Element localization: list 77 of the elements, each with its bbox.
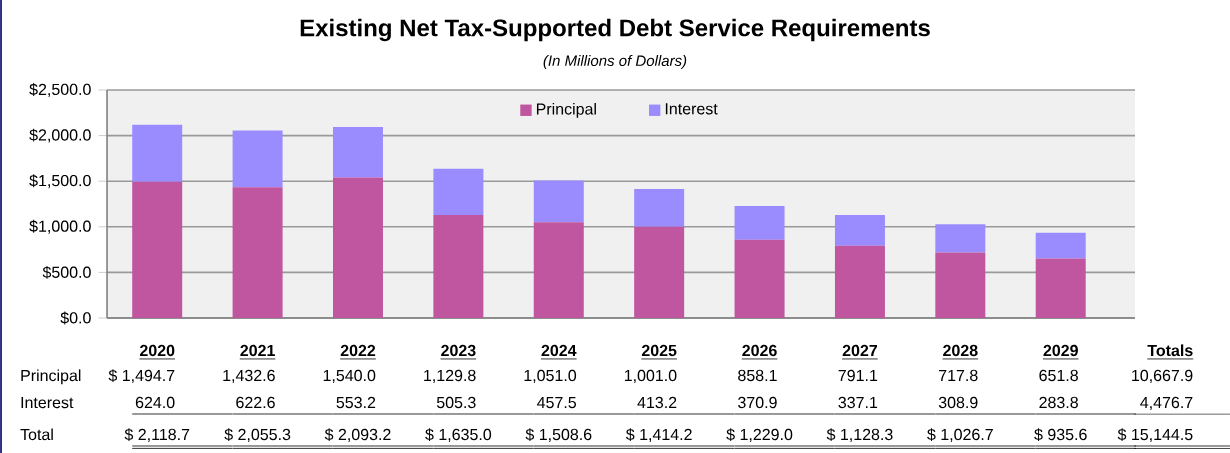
bar xyxy=(332,127,383,178)
data-label: 413.2 xyxy=(637,396,677,409)
x-tick-label: 2022 xyxy=(340,344,376,357)
data-label: 283.8 xyxy=(1039,396,1078,409)
data-label: 1,129.8 xyxy=(424,369,476,384)
bar xyxy=(834,215,885,246)
bar xyxy=(734,239,785,318)
data-label: 457.5 xyxy=(537,396,577,409)
y-tick-label: $2,500.0 xyxy=(29,83,91,97)
x-tick-label: 2027 xyxy=(842,344,878,357)
data-label: 1,432.6 xyxy=(223,369,275,384)
y-tick-label: $1,500.0 xyxy=(29,174,91,189)
bar xyxy=(132,124,183,182)
x-tick-label: 2026 xyxy=(742,344,777,357)
bar xyxy=(1035,258,1086,318)
text: $ 15,144.5 xyxy=(1117,428,1193,443)
data-label: 624.0 xyxy=(135,396,175,409)
x-tick-label: 2023 xyxy=(441,344,476,357)
bar xyxy=(935,224,986,253)
y-tick-label: $1,000.0 xyxy=(29,219,91,234)
text: $ 935.6 xyxy=(1034,428,1087,442)
bar xyxy=(634,189,685,227)
bar xyxy=(834,245,885,318)
text: Principal xyxy=(21,369,81,385)
data-label: 622.6 xyxy=(236,396,275,409)
chart-title: Existing Net Tax-Supported Debt Service Requirements xyxy=(300,18,930,42)
text: 4,476.7 xyxy=(1140,396,1193,411)
text: $ 2,118.7 xyxy=(124,428,190,443)
y-tick-label: $500.0 xyxy=(42,265,91,279)
bar xyxy=(232,130,283,188)
text: $ 2,055.3 xyxy=(224,428,291,443)
x-tick-label: 2021 xyxy=(240,344,275,357)
x-tick-label: 2029 xyxy=(1043,344,1078,357)
text: 10,667.9 xyxy=(1132,369,1193,384)
data-label: 337.1 xyxy=(838,396,878,409)
data-label: 651.8 xyxy=(1039,369,1078,382)
text: Total xyxy=(20,428,53,441)
data-label: 1,001.0 xyxy=(624,369,677,384)
data-label: $ 1,494.7 xyxy=(108,369,175,384)
bar xyxy=(1035,232,1086,259)
chart-subtitle: (In Millions of Dollars) xyxy=(543,55,687,69)
legend-label: Principal xyxy=(536,102,596,118)
data-label: 717.8 xyxy=(939,369,978,382)
bar xyxy=(533,222,584,318)
text: $ 1,414.2 xyxy=(625,428,692,443)
text: $ 1,026.7 xyxy=(927,428,993,443)
text: Interest xyxy=(21,396,74,409)
text: $ 2,093.2 xyxy=(324,428,391,443)
x-tick-label: 2028 xyxy=(943,344,978,357)
data-label: 1,051.0 xyxy=(524,369,577,384)
bar xyxy=(533,180,584,223)
bar xyxy=(332,177,383,318)
bar xyxy=(935,252,986,318)
text: Totals xyxy=(1147,344,1193,357)
data-label: 858.1 xyxy=(738,369,777,382)
data-label: 1,540.0 xyxy=(323,369,376,384)
bar xyxy=(734,205,785,240)
text: $ 1,128.3 xyxy=(826,428,893,443)
text: $ 1,229.0 xyxy=(726,428,793,443)
bar xyxy=(232,187,283,318)
text: $ 1,635.0 xyxy=(425,428,492,443)
data-label: 308.9 xyxy=(938,396,978,409)
bar xyxy=(433,214,484,318)
data-label: 370.9 xyxy=(738,396,777,409)
bar xyxy=(634,226,685,318)
bar xyxy=(433,168,484,215)
data-label: 791.1 xyxy=(838,369,878,382)
text: $ 1,508.6 xyxy=(525,428,592,443)
data-label: 505.3 xyxy=(436,396,476,409)
legend-label: Interest xyxy=(665,103,718,115)
x-tick-label: 2025 xyxy=(641,344,677,357)
x-tick-label: 2024 xyxy=(541,344,577,357)
x-tick-label: 2020 xyxy=(139,344,175,357)
data-label: 553.2 xyxy=(336,396,376,409)
y-tick-label: $0.0 xyxy=(60,311,91,325)
bar xyxy=(132,181,183,318)
y-tick-label: $2,000.0 xyxy=(29,128,91,143)
